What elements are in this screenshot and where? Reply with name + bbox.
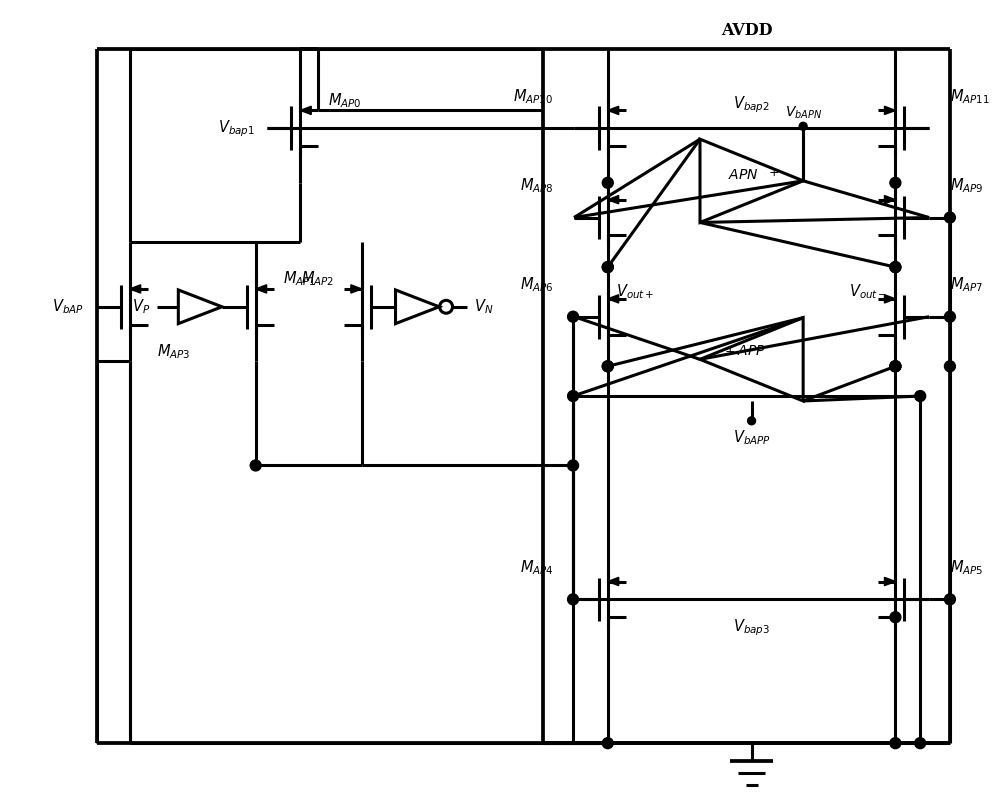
Circle shape xyxy=(890,738,901,749)
Circle shape xyxy=(890,360,901,372)
Circle shape xyxy=(602,177,613,188)
Circle shape xyxy=(944,312,955,322)
Polygon shape xyxy=(300,107,311,115)
Text: $M_{AP11}$: $M_{AP11}$ xyxy=(950,87,990,106)
Text: $V_{bap1}$: $V_{bap1}$ xyxy=(218,118,255,139)
Text: $M_{AP0}$: $M_{AP0}$ xyxy=(328,91,362,110)
Text: $M_{AP5}$: $M_{AP5}$ xyxy=(950,558,983,577)
Circle shape xyxy=(890,262,901,272)
Text: AVDD: AVDD xyxy=(721,22,772,39)
Text: $M_{AP9}$: $M_{AP9}$ xyxy=(950,176,983,195)
Polygon shape xyxy=(351,285,362,293)
Circle shape xyxy=(250,460,261,471)
Polygon shape xyxy=(884,107,895,115)
Circle shape xyxy=(602,738,613,749)
Circle shape xyxy=(890,177,901,188)
Text: $M_{AP6}$: $M_{AP6}$ xyxy=(520,276,553,294)
Text: $+$: $+$ xyxy=(724,345,735,358)
Circle shape xyxy=(568,391,579,401)
Circle shape xyxy=(568,460,579,471)
Circle shape xyxy=(944,360,955,372)
Text: $V_{bAPN}$: $V_{bAPN}$ xyxy=(785,105,822,121)
Circle shape xyxy=(799,123,807,131)
Circle shape xyxy=(915,391,926,401)
Circle shape xyxy=(568,594,579,605)
Polygon shape xyxy=(608,578,619,586)
Text: $M_{AP8}$: $M_{AP8}$ xyxy=(520,176,553,195)
Circle shape xyxy=(890,612,901,622)
Circle shape xyxy=(944,212,955,223)
Text: $M_{AP1}$: $M_{AP1}$ xyxy=(283,270,317,288)
Polygon shape xyxy=(884,195,895,203)
Text: $APP$: $APP$ xyxy=(737,344,766,358)
Text: $V_N$: $V_N$ xyxy=(474,297,493,316)
Text: $+$: $+$ xyxy=(768,167,779,179)
Text: $V_{bAPP}$: $V_{bAPP}$ xyxy=(733,429,770,448)
Text: $M_{AP4}$: $M_{AP4}$ xyxy=(520,558,553,577)
Circle shape xyxy=(602,360,613,372)
Circle shape xyxy=(602,262,613,272)
Text: $APN$: $APN$ xyxy=(728,168,759,182)
Polygon shape xyxy=(608,195,619,203)
Text: $V_{bap2}$: $V_{bap2}$ xyxy=(733,95,770,115)
Text: $V_{out+}$: $V_{out+}$ xyxy=(616,283,654,301)
Polygon shape xyxy=(256,285,267,293)
Polygon shape xyxy=(884,578,895,586)
Text: $V_P$: $V_P$ xyxy=(132,297,151,316)
Text: $M_{AP7}$: $M_{AP7}$ xyxy=(950,276,983,294)
Text: $M_{AP10}$: $M_{AP10}$ xyxy=(513,87,553,106)
Circle shape xyxy=(568,312,579,322)
Polygon shape xyxy=(130,285,141,293)
Circle shape xyxy=(915,738,926,749)
Polygon shape xyxy=(608,107,619,115)
Polygon shape xyxy=(884,295,895,303)
Circle shape xyxy=(602,262,613,272)
Circle shape xyxy=(602,360,613,372)
Circle shape xyxy=(944,594,955,605)
Circle shape xyxy=(890,262,901,272)
Text: $M_{AP3}$: $M_{AP3}$ xyxy=(157,342,191,360)
Text: $M_{AP2}$: $M_{AP2}$ xyxy=(301,270,334,288)
Circle shape xyxy=(890,360,901,372)
Polygon shape xyxy=(608,295,619,303)
Text: $V_{bAP}$: $V_{bAP}$ xyxy=(52,297,84,316)
Text: $V_{bap3}$: $V_{bap3}$ xyxy=(733,618,770,638)
Text: $V_{out-}$: $V_{out-}$ xyxy=(849,283,887,301)
Circle shape xyxy=(748,417,756,425)
Circle shape xyxy=(890,360,901,372)
